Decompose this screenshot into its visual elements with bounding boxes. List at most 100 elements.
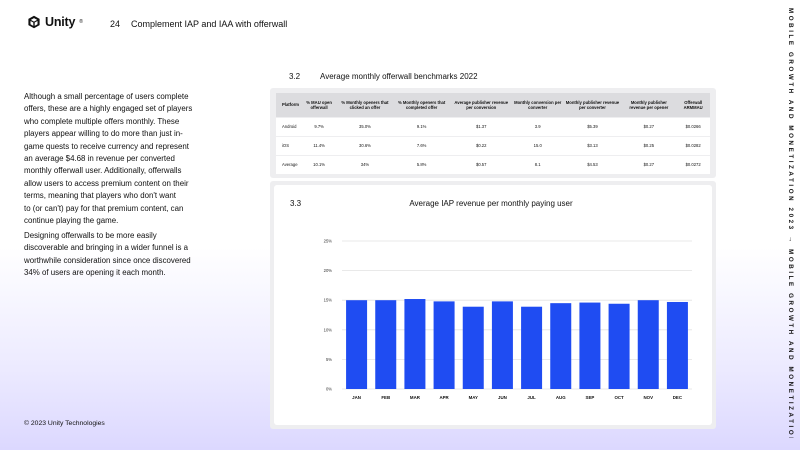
y-tick-label: 10% <box>324 327 333 332</box>
table-cell: 7.6% <box>392 135 451 155</box>
table-header-cell: Average publisher revenue per conversion <box>450 93 512 117</box>
text-line: worthwhile consideration since once disc… <box>24 255 191 265</box>
table-header-cell: Offerwall ARMMAU <box>676 93 710 117</box>
table-cell: 9.7% <box>301 116 338 136</box>
table-header-cell: Monthly publisher revenue per opener <box>621 93 677 117</box>
y-tick-label: 5% <box>326 357 332 362</box>
bar-dec <box>666 301 688 389</box>
table-cell: 34% <box>337 154 393 174</box>
x-tick-label: JUL <box>527 395 536 400</box>
unity-logo[interactable]: Unity ® <box>27 15 83 29</box>
text-line: Designing offerwalls to be more easily <box>24 231 157 240</box>
text-line: players appear willing to do more than j… <box>24 129 183 139</box>
table-cell: 35.0% <box>337 116 393 136</box>
table-cell: $5.39 <box>563 116 622 136</box>
table-cell: $3.13 <box>563 135 622 155</box>
text-line: 34% of users are opening it each month. <box>24 268 166 278</box>
table-platform-cell: iOS <box>276 135 301 155</box>
table-header-cell: % MAU open offerwall <box>301 93 338 117</box>
table-cell: 15.0 <box>511 135 564 155</box>
chart-card: 3.3 Average IAP revenue per monthly payin… <box>274 185 712 425</box>
table-section-number: 3.2 <box>289 72 301 81</box>
chart-title: Average IAP revenue per monthly paying u… <box>409 199 573 208</box>
offerwall-benchmarks-table-panel: Platform% MAU open offerwall% Monthly op… <box>270 88 716 178</box>
body-paragraph-2: Designing offerwalls to be more easily di… <box>24 230 224 280</box>
page-title: Complement IAP and IAA with offerwall <box>131 19 288 29</box>
table-header-cell: Monthly conversion per converter <box>511 93 564 117</box>
x-tick-label: MAR <box>410 395 421 400</box>
x-tick-label: FEB <box>381 395 390 400</box>
table-cell: $0.27 <box>621 154 677 174</box>
table-cell: 9.1% <box>392 116 451 136</box>
table-header-row: Platform% MAU open offerwall% Monthly op… <box>276 93 710 117</box>
brand-name: Unity <box>45 15 76 29</box>
iap-revenue-bar-chart: 3.3 Average IAP revenue per monthly payin… <box>290 199 692 400</box>
page-number: 24 <box>110 19 121 29</box>
iap-revenue-chart-panel: 3.3 Average IAP revenue per monthly payin… <box>270 181 716 429</box>
x-tick-label: OCT <box>614 395 624 400</box>
table-cell: $4.53 <box>563 154 622 174</box>
x-tick-label: APR <box>439 395 449 400</box>
table-cell: $0.0282 <box>676 135 710 155</box>
table-row: Android 9.7% 35.0% 9.1% $1.37 3.9 $5.39 $0.27 $0… <box>276 116 710 136</box>
bar-jul <box>521 306 543 389</box>
x-tick-label: DEC <box>673 395 683 400</box>
x-tick-label: JAN <box>352 395 361 400</box>
x-tick-label: NOV <box>643 395 653 400</box>
bar-sep <box>579 302 601 389</box>
body-paragraph-1: Although a small percentage of users com… <box>24 91 224 227</box>
text-line: to (or can't) pay for that premium conte… <box>24 203 184 213</box>
table-row: iOS 11.4% 30.6% 7.6% $0.22 15.0 $3.13 $0.25 $0.0… <box>276 135 710 155</box>
table-cell: $0.0272 <box>676 154 710 174</box>
text-line: Although a small percentage of users com… <box>24 92 189 101</box>
table-cell: 30.6% <box>337 135 393 155</box>
text-line: discoverable and bringing in a wider fun… <box>24 243 189 253</box>
bar-aug <box>550 303 572 389</box>
bar-apr <box>433 301 455 389</box>
bar-mar <box>404 299 426 389</box>
table-section-title: Average monthly offerwall benchmarks 202… <box>320 72 478 81</box>
text-line: allow users to access premium content on… <box>24 178 189 188</box>
table-cell: 3.9 <box>511 116 564 136</box>
table-platform-cell: Average <box>276 154 301 174</box>
text-line: game quests to receive currency and repr… <box>24 141 189 151</box>
y-tick-label: 25% <box>324 239 333 244</box>
text-line: monthly offerwall user. Additionally, of… <box>24 166 182 176</box>
table-cell: $0.0266 <box>676 116 710 136</box>
registered-mark: ® <box>79 19 83 25</box>
text-line: who complete multiple offers monthly. Th… <box>24 116 180 126</box>
table-cell: $0.25 <box>621 135 677 155</box>
text-line: continue playing the game. <box>24 216 119 226</box>
text-line: an average $4.68 in revenue per converte… <box>24 154 175 164</box>
text-line: offers, these are a highly engaged set o… <box>24 104 193 114</box>
bar-jan <box>346 300 368 389</box>
table-cell: 10.1% <box>301 154 338 174</box>
table-cell: $0.22 <box>450 135 512 155</box>
bar-feb <box>375 300 397 389</box>
y-tick-label: 0% <box>326 387 332 392</box>
table-header-cell: Platform <box>276 93 301 117</box>
x-tick-label: SEP <box>586 395 595 400</box>
table-header-cell: Monthly publisher revenue per converter <box>563 93 622 117</box>
table-cell: 5.8% <box>392 154 451 174</box>
unity-cube-icon <box>28 15 40 29</box>
table-platform-cell: Android <box>276 116 301 136</box>
table-cell: $1.37 <box>450 116 512 136</box>
table-header-cell: % Monthly openers that clicked an offer <box>337 93 393 117</box>
bar-oct <box>608 303 630 389</box>
bar-may <box>462 306 484 389</box>
offerwall-benchmarks-table: Platform% MAU open offerwall% Monthly op… <box>276 93 710 174</box>
table-cell: 11.4% <box>301 135 338 155</box>
x-tick-label: JUN <box>498 395 507 400</box>
x-tick-label: AUG <box>556 395 566 400</box>
bar-jun <box>491 301 513 389</box>
chart-section-number: 3.3 <box>290 199 302 208</box>
y-tick-label: 20% <box>324 268 333 273</box>
table-cell: $0.27 <box>621 116 677 136</box>
bar-nov <box>637 300 659 389</box>
table-header-cell: % Monthly openers that completed offer <box>392 93 451 117</box>
x-tick-label: MAY <box>469 395 478 400</box>
table-row: Average 10.1% 34% 5.8% $0.57 8.1 $4.53 $0.27 $0.… <box>276 154 710 174</box>
copyright-footer: © 2023 Unity Technologies <box>24 420 105 427</box>
y-tick-label: 15% <box>324 298 333 303</box>
